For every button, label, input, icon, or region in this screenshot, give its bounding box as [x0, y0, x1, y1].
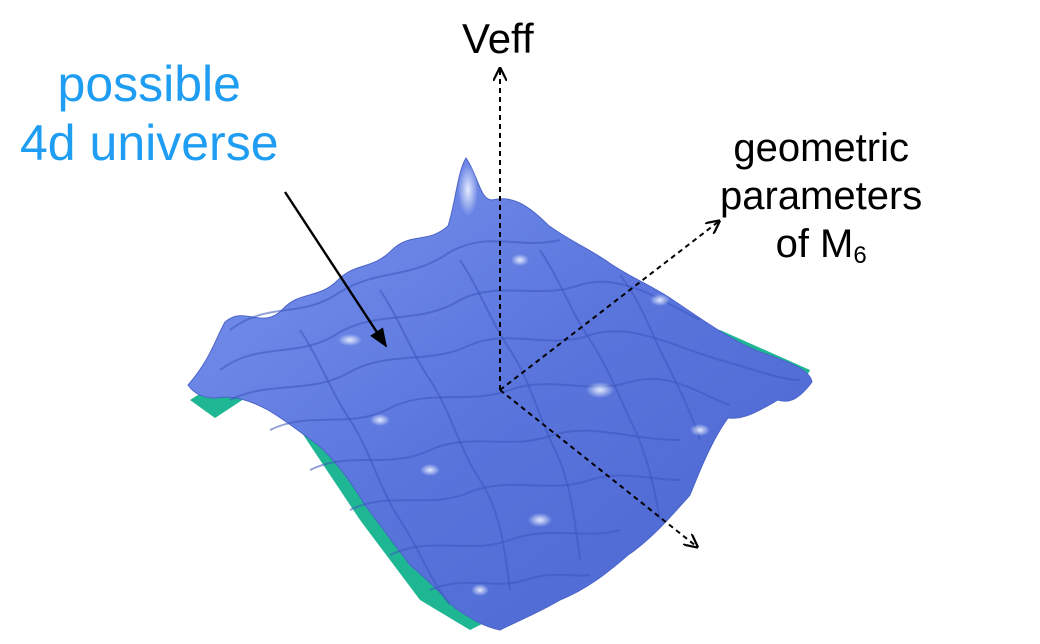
annotation-param-line1: geometric [733, 126, 909, 170]
annotation-universe-line1: possible [57, 56, 241, 112]
axis-label-veff: Veff [462, 15, 534, 62]
annotation-param-line3: of M6 [720, 220, 922, 271]
axis-parameters-upper [499, 222, 718, 391]
axes [500, 70, 718, 546]
surface-highlights [338, 164, 710, 596]
annotation-param-line2: parameters [720, 174, 923, 218]
annotation-geometric-parameters: geometric parameters of M6 [720, 124, 922, 271]
annotation-universe-line2: 4d universe [20, 115, 279, 171]
surface-ridges [219, 239, 801, 606]
annotation-param-subscript: 6 [853, 242, 867, 269]
annotation-possible-universe: possible 4d universe [20, 55, 279, 173]
universe-pointer-arrow [283, 191, 388, 348]
annotation-param-line3-prefix: of M [775, 222, 854, 266]
axis-parameters-lower [499, 389, 696, 546]
